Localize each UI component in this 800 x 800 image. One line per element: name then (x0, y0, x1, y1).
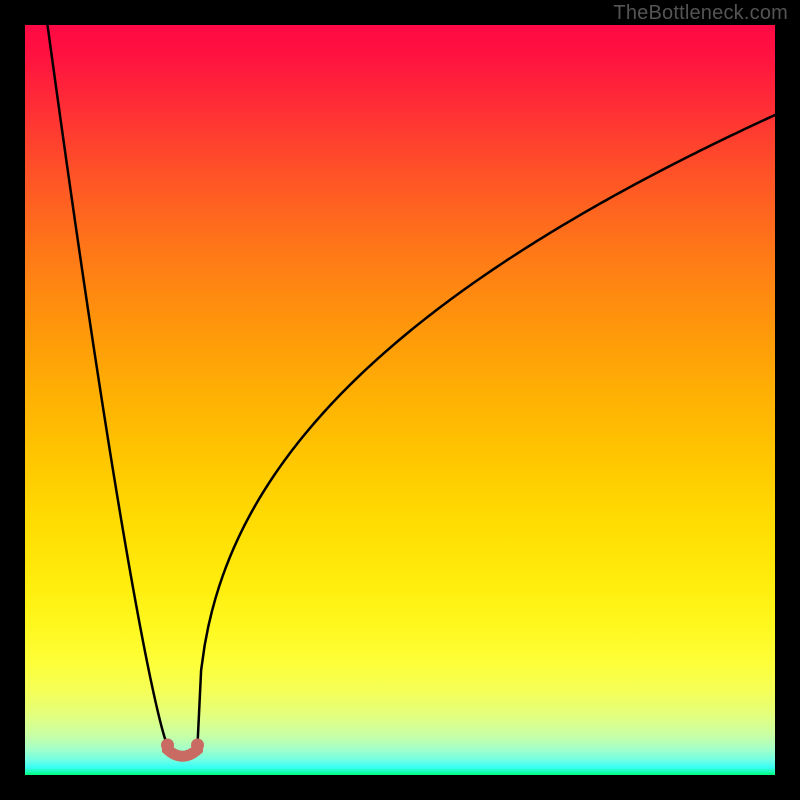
valley-marker-2 (191, 739, 204, 752)
watermark-text: TheBottleneck.com (613, 2, 788, 25)
chart-container: TheBottleneck.com (0, 0, 800, 800)
chart-svg (0, 0, 800, 800)
valley-marker-1 (161, 739, 174, 752)
chart-plot-bg (25, 25, 775, 775)
